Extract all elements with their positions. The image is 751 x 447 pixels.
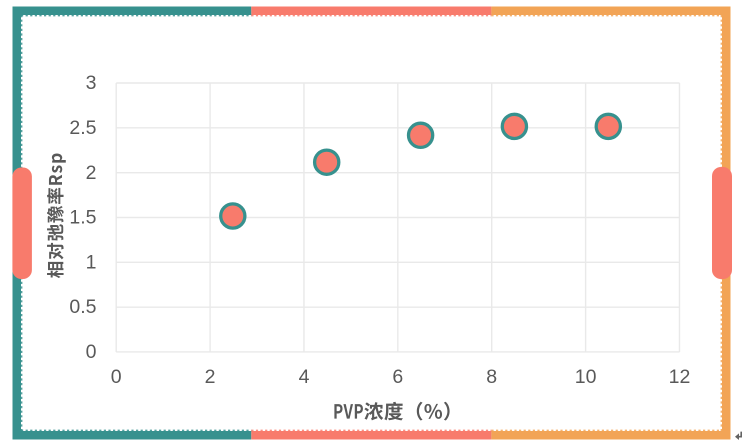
svg-text:8: 8: [486, 366, 497, 388]
svg-text:1: 1: [86, 251, 97, 273]
svg-text:2: 2: [86, 162, 97, 184]
svg-text:0: 0: [111, 366, 122, 388]
svg-text:4: 4: [299, 366, 310, 388]
svg-text:12: 12: [669, 366, 691, 388]
svg-text:0.5: 0.5: [69, 296, 96, 318]
svg-text:1.5: 1.5: [69, 207, 96, 229]
svg-text:0: 0: [86, 341, 97, 363]
svg-text:3: 3: [86, 72, 97, 94]
svg-text:2: 2: [205, 366, 216, 388]
svg-text:10: 10: [575, 366, 597, 388]
svg-text:2.5: 2.5: [69, 117, 96, 139]
svg-text:6: 6: [392, 366, 403, 388]
